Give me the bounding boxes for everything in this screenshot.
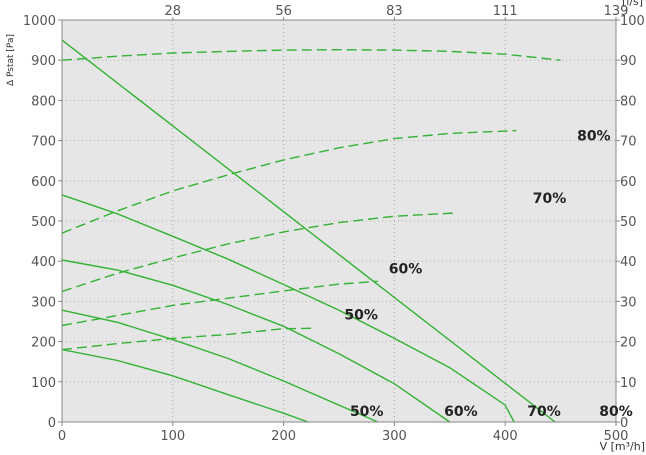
tick-labels: 0100200300400500600700800900100001020304… [23,4,645,444]
y-tick-label: 500 [31,215,56,230]
pressure-curve-50pct [61,348,309,423]
curve-label: 80% [599,404,633,420]
y-tick-label: 700 [31,135,56,150]
y2-tick-label: 0 [620,416,628,431]
power-curve-60pct [61,280,378,327]
y-tick-label: 1000 [23,14,56,29]
y-axis-title: Δ Pstat [Pa] [6,34,16,86]
power-curve-70pct [61,212,456,293]
x2-tick-label: 28 [165,4,182,19]
grid [62,20,616,422]
y-tick-label: 200 [31,336,56,351]
y2-tick-label: 10 [620,376,637,391]
pressure-curve-100pct [61,39,556,423]
x2-tick-label: 56 [275,4,292,19]
pressure-curve-60pct [61,309,379,423]
x-tick-label: 400 [493,429,518,444]
y2-tick-label: 50 [620,215,637,230]
x-axis-title: V [m³/h] [600,440,645,453]
y2-tick-label: 70 [620,135,637,150]
x2-axis-title: [l/s] [622,0,643,8]
y-tick-label: 400 [31,255,56,270]
y-tick-label: 300 [31,295,56,310]
pressure-curve-80pct [61,194,515,423]
pressure-curve-70pct [61,259,451,423]
power-curve-80pct [61,129,517,234]
curve-label: 60% [444,404,478,420]
y2-tick-label: 60 [620,175,637,190]
curve-labels: 100%80%70%60%50%50%60%70%80%100% [344,129,633,420]
x2-tick-label: 83 [386,4,403,19]
curve-label: 70% [527,404,561,420]
y-tick-label: 900 [31,54,56,69]
y2-tick-label: 40 [620,255,637,270]
curve-label: 50% [344,307,378,323]
x2-tick-label: 111 [493,4,518,19]
axes [58,17,620,426]
x-tick-label: 0 [58,429,66,444]
y2-tick-label: 30 [620,295,637,310]
power-curve-50pct [61,327,312,351]
x-tick-label: 500 [604,429,629,444]
y-tick-label: 600 [31,175,56,190]
y-tick-label: 0 [48,416,56,431]
x-tick-label: 100 [160,429,185,444]
x-tick-label: 200 [271,429,296,444]
y2-tick-label: 80 [620,94,637,109]
curve-label: 50% [350,404,384,420]
curve-label: 70% [533,191,567,207]
y2-tick-label: 90 [620,54,637,69]
curve-label: 80% [577,129,611,145]
pressure-curves [61,39,556,423]
y-tick-label: 800 [31,94,56,109]
x-tick-label: 300 [382,429,407,444]
y2-tick-label: 20 [620,336,637,351]
curve-label: 60% [389,261,423,277]
power-curve-100pct [61,48,561,61]
x2-tick-label: 139 [604,4,629,19]
power-curves [61,48,561,351]
y-tick-label: 100 [31,376,56,391]
y2-tick-label: 100 [620,14,645,29]
